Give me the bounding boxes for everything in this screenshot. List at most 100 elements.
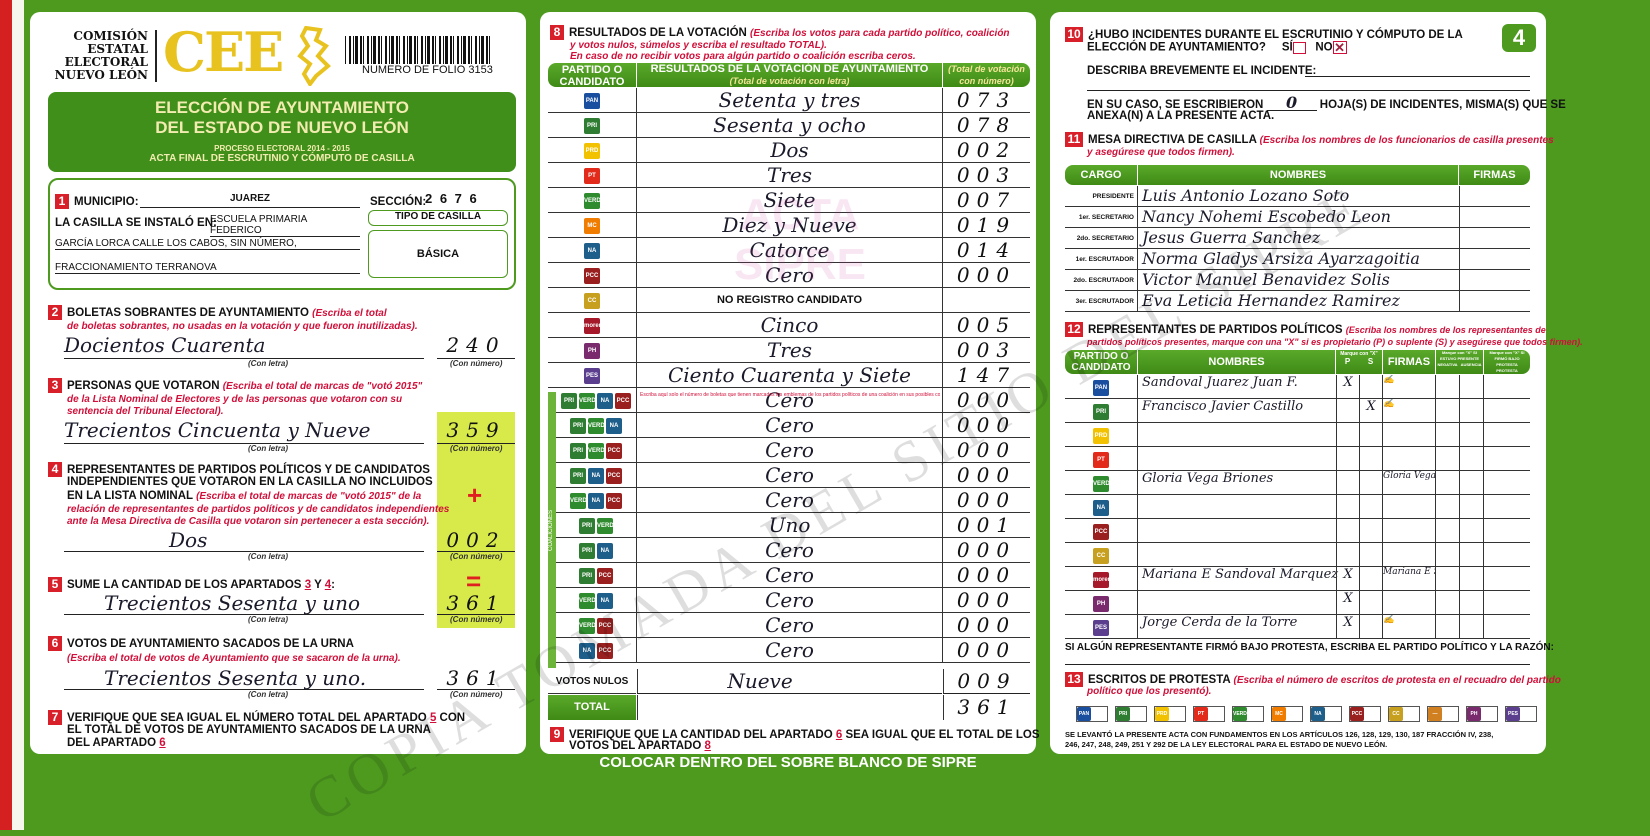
vote-letter[interactable]: Cero — [636, 613, 942, 637]
rep-name-field[interactable] — [1137, 591, 1336, 614]
firma-field[interactable] — [1459, 270, 1530, 290]
vote-number[interactable]: 019 — [942, 213, 1030, 237]
negativa-mark[interactable] — [1435, 399, 1459, 422]
ausencia-mark[interactable] — [1459, 495, 1483, 518]
count-field[interactable] — [1481, 707, 1497, 721]
protest-reason-field[interactable] — [1065, 664, 1530, 665]
rep-name-field[interactable]: Francisco Javier Castillo — [1137, 399, 1336, 422]
nombre-field[interactable]: Nancy Nohemi Escobedo Leon — [1137, 207, 1459, 227]
rep-signature[interactable] — [1382, 423, 1435, 446]
vote-number[interactable]: 073 — [942, 88, 1030, 112]
nombre-field[interactable]: Eva Leticia Hernandez Ramirez — [1137, 291, 1459, 311]
total-number[interactable]: 361 — [943, 695, 1030, 720]
vote-letter[interactable]: Siete — [636, 188, 942, 212]
s-mark[interactable] — [1359, 447, 1382, 470]
vote-number[interactable]: 000 — [942, 413, 1030, 437]
s-mark[interactable] — [1359, 423, 1382, 446]
p-mark[interactable]: X — [1336, 615, 1359, 638]
vote-number[interactable]: 000 — [942, 588, 1030, 612]
vote-number[interactable]: 078 — [942, 113, 1030, 137]
protesta-mark[interactable] — [1483, 375, 1530, 398]
protest-count-box[interactable]: VERDE — [1232, 706, 1264, 722]
protesta-mark[interactable] — [1483, 423, 1530, 446]
vote-number[interactable]: 000 — [942, 613, 1030, 637]
vote-letter[interactable]: Cero — [636, 538, 942, 562]
s3-letter-field[interactable]: Trecientos Cincuenta y Nueve — [64, 418, 424, 444]
rep-signature[interactable] — [1382, 519, 1435, 542]
s-mark[interactable] — [1359, 495, 1382, 518]
ausencia-mark[interactable] — [1459, 471, 1483, 494]
vote-letter[interactable]: Diez y Nueve — [636, 213, 942, 237]
vote-number[interactable]: 003 — [942, 163, 1030, 187]
nombre-field[interactable]: Jesus Guerra Sanchez — [1137, 228, 1459, 248]
count-field[interactable] — [1286, 707, 1302, 721]
s-mark[interactable] — [1359, 567, 1382, 590]
nulos-letter[interactable]: Nueve — [637, 669, 942, 694]
vote-letter[interactable]: Catorce — [636, 238, 942, 262]
negativa-mark[interactable] — [1435, 591, 1459, 614]
protest-count-box[interactable]: PRD — [1154, 706, 1186, 722]
s6-number-field[interactable]: 361 — [437, 666, 515, 690]
count-field[interactable] — [1130, 707, 1146, 721]
vote-letter[interactable]: Cero — [636, 388, 942, 412]
protest-count-box[interactable]: PES — [1505, 706, 1537, 722]
vote-letter[interactable]: Cero — [636, 263, 942, 287]
nombre-field[interactable]: Victor Manuel Benavidez Solis — [1137, 270, 1459, 290]
protest-count-box[interactable]: PCC — [1349, 706, 1381, 722]
count-field[interactable] — [1364, 707, 1380, 721]
rep-signature[interactable]: ✍ — [1382, 399, 1435, 422]
vote-letter[interactable]: Cero — [636, 488, 942, 512]
vote-letter[interactable]: Sesenta y ocho — [636, 113, 942, 137]
protest-count-box[interactable]: CC — [1388, 706, 1420, 722]
s-mark[interactable] — [1359, 591, 1382, 614]
vote-letter[interactable]: Cinco — [636, 313, 942, 337]
protesta-mark[interactable] — [1483, 591, 1530, 614]
vote-number[interactable]: 001 — [942, 513, 1030, 537]
rep-name-field[interactable] — [1137, 447, 1336, 470]
protesta-mark[interactable] — [1483, 519, 1530, 542]
vote-number[interactable]: 014 — [942, 238, 1030, 262]
negativa-mark[interactable] — [1435, 567, 1459, 590]
count-field[interactable] — [1403, 707, 1419, 721]
vote-number[interactable]: 000 — [942, 563, 1030, 587]
vote-letter[interactable]: Cero — [636, 463, 942, 487]
vote-letter[interactable]: Setenta y tres — [636, 88, 942, 112]
rep-name-field[interactable]: Mariana E Sandoval Marquez — [1137, 567, 1338, 590]
p-mark[interactable] — [1336, 399, 1359, 422]
s3-number-field[interactable]: 359 — [437, 418, 515, 444]
protest-count-box[interactable]: NA — [1310, 706, 1342, 722]
negativa-mark[interactable] — [1435, 519, 1459, 542]
vote-letter[interactable]: Cero — [636, 638, 942, 662]
vote-number[interactable]: 000 — [942, 438, 1030, 462]
protest-count-box[interactable]: PRI — [1115, 706, 1147, 722]
s4-letter-field[interactable]: Dos — [64, 528, 424, 552]
p-mark[interactable] — [1336, 519, 1359, 542]
negativa-mark[interactable] — [1435, 543, 1459, 566]
rep-name-field[interactable] — [1137, 543, 1336, 566]
rep-signature[interactable] — [1382, 591, 1435, 614]
firma-field[interactable] — [1459, 207, 1530, 227]
rep-signature[interactable]: Gloria Vega B. — [1382, 471, 1435, 494]
s-mark[interactable] — [1359, 471, 1382, 494]
count-field[interactable] — [1091, 707, 1107, 721]
s-mark[interactable] — [1359, 519, 1382, 542]
protesta-mark[interactable] — [1483, 543, 1530, 566]
protesta-mark[interactable] — [1483, 471, 1530, 494]
vote-letter[interactable]: Cero — [636, 413, 942, 437]
vote-number[interactable]: 000 — [942, 463, 1030, 487]
rep-name-field[interactable]: Sandoval Juarez Juan F. — [1137, 375, 1336, 398]
vote-letter[interactable]: Uno — [636, 513, 942, 537]
negativa-mark[interactable] — [1435, 471, 1459, 494]
p-mark[interactable] — [1336, 495, 1359, 518]
firma-field[interactable] — [1459, 291, 1530, 311]
vote-number[interactable]: 002 — [942, 138, 1030, 162]
nombre-field[interactable]: Luis Antonio Lozano Soto — [1137, 186, 1459, 206]
negativa-mark[interactable] — [1435, 447, 1459, 470]
vote-letter[interactable]: Cero — [636, 588, 942, 612]
ausencia-mark[interactable] — [1459, 423, 1483, 446]
s5-number-field[interactable]: 361 — [437, 591, 515, 615]
rep-signature[interactable] — [1382, 447, 1435, 470]
protest-count-box[interactable]: PH — [1466, 706, 1498, 722]
p-mark[interactable]: X — [1336, 375, 1359, 398]
ausencia-mark[interactable] — [1459, 543, 1483, 566]
